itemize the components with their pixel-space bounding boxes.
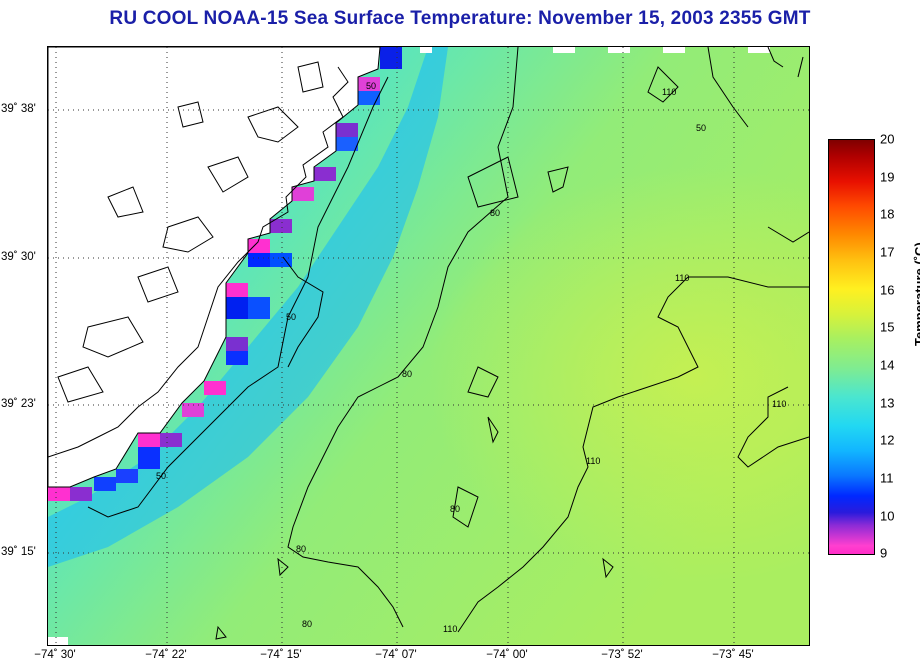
contour-labels: 50 50 50 50 80 80 80 80 110 110 110 110 … (156, 81, 786, 634)
contour-label: 80 (450, 504, 460, 514)
lon-label: −74˚ 07' (375, 649, 417, 661)
colorbar-tick: 18 (880, 206, 895, 222)
coastline (48, 61, 349, 458)
contours (87, 47, 809, 640)
lon-label: −74˚ 30' (34, 649, 76, 661)
contour-label: 50 (286, 312, 296, 322)
coastal-pixels (48, 47, 402, 501)
contour-label: 110 (443, 624, 457, 634)
colorbar-tick: 11 (880, 470, 894, 486)
colorbar-tick: 13 (880, 395, 895, 411)
colorbar-tick: 10 (880, 508, 895, 524)
sst-map: 50 50 50 50 80 80 80 80 110 110 110 110 … (47, 46, 810, 646)
lat-label: 39˚ 30' (1, 251, 36, 263)
colorbar-tick: 9 (880, 545, 888, 561)
contour-label: 110 (675, 273, 689, 283)
colorbar-label: Temperature (˚C) (912, 242, 920, 346)
land (48, 47, 381, 488)
lon-label: −74˚ 15' (260, 649, 302, 661)
contour-label: 110 (772, 399, 786, 409)
lat-label: 39˚ 15' (1, 546, 36, 558)
contour-label: 80 (302, 619, 312, 629)
lon-label: −73˚ 52' (601, 649, 643, 661)
contour-label: 80 (296, 544, 306, 554)
lat-label: 39˚ 38' (1, 103, 36, 115)
lon-label: −74˚ 22' (145, 649, 187, 661)
colorbar-tick: 19 (880, 169, 895, 185)
contour-label: 50 (366, 81, 376, 91)
colorbar-tick: 17 (880, 244, 895, 260)
map-title: RU COOL NOAA-15 Sea Surface Temperature:… (109, 8, 811, 29)
coastal-cool-band (48, 47, 448, 567)
contour-label: 110 (586, 456, 600, 466)
contour-label: 80 (490, 208, 500, 218)
temperature-colorbar (828, 139, 875, 555)
contour-label: 50 (156, 471, 166, 481)
graticule (48, 47, 809, 645)
colorbar-tick: 20 (880, 131, 895, 147)
colorbar-tick: 16 (880, 282, 895, 298)
lon-label: −73˚ 45' (712, 649, 754, 661)
contour-label: 80 (402, 369, 412, 379)
lon-label: −74˚ 00' (486, 649, 528, 661)
lat-label: 39˚ 23' (1, 398, 36, 410)
contour-label: 110 (662, 87, 676, 97)
colorbar-tick: 12 (880, 432, 895, 448)
contour-label: 50 (696, 123, 706, 133)
colorbar-tick: 15 (880, 319, 895, 335)
colorbar-tick: 14 (880, 357, 895, 373)
